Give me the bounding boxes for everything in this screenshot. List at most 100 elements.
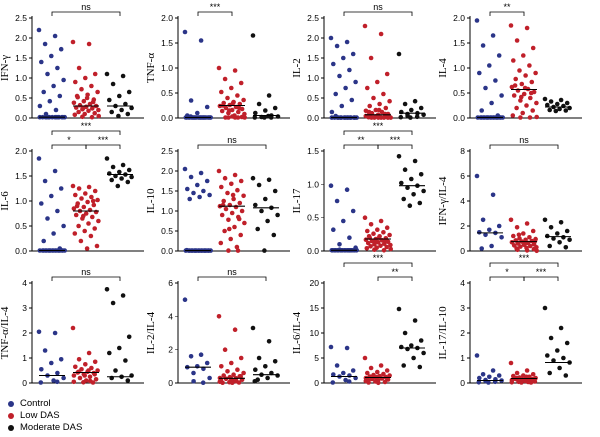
data-point [411, 192, 416, 197]
y-tick-label: 5 [314, 353, 319, 363]
panel-10: 0 2 4 6 IL-2/IL-4 ns [145, 267, 290, 388]
y-tick-label: 0.0 [15, 113, 27, 123]
data-point [95, 89, 100, 95]
data-point [376, 107, 382, 113]
data-point [55, 370, 60, 376]
data-point [396, 306, 402, 312]
data-point [564, 228, 570, 234]
data-point [548, 335, 554, 341]
data-point [366, 380, 371, 385]
data-point [421, 188, 426, 194]
significance-bracket [343, 11, 413, 16]
panel-8: 0 2 4 6 8 IFN-γ/IL-4 ns [437, 135, 582, 256]
data-point [92, 110, 97, 116]
y-tick-label: 0.0 [307, 113, 319, 123]
legend-marker [8, 425, 14, 431]
data-point [346, 379, 352, 384]
data-point [125, 378, 131, 383]
data-point [373, 107, 379, 113]
data-point [61, 223, 66, 229]
y-tick-label: 1.5 [307, 146, 319, 156]
data-point [39, 367, 44, 372]
data-point [92, 359, 98, 365]
y-tick-label: 4 [22, 278, 27, 288]
data-point [368, 365, 374, 371]
data-point [76, 186, 82, 191]
data-point [76, 65, 82, 71]
data-point [239, 208, 245, 214]
data-point [524, 221, 530, 226]
data-point [42, 348, 48, 353]
y-tick-label: 0.5 [15, 93, 27, 103]
data-point [123, 101, 128, 107]
significance-label: *** [210, 2, 221, 12]
data-point [228, 236, 233, 242]
data-point [388, 246, 394, 252]
data-point [533, 70, 538, 76]
data-point [70, 183, 76, 189]
data-point [388, 115, 394, 120]
data-point [563, 373, 569, 378]
data-point [508, 23, 514, 28]
significance-bracket [343, 144, 379, 149]
data-point [71, 206, 77, 211]
data-point [225, 190, 230, 196]
data-point [387, 98, 392, 104]
data-point [250, 33, 256, 38]
data-point [496, 373, 502, 378]
data-point [117, 93, 122, 99]
data-point [534, 100, 539, 106]
data-point [373, 239, 378, 244]
panel-1: 0.0 0.5 1.0 1.5 2.0 2.5 IFN-γ ns [0, 2, 144, 123]
data-point [93, 209, 99, 215]
data-point [328, 344, 334, 350]
data-point [347, 373, 352, 378]
significance-bracket [85, 144, 121, 149]
data-point [253, 110, 258, 116]
data-point [72, 231, 78, 236]
data-point [412, 158, 418, 164]
data-point [521, 53, 526, 58]
data-point [71, 100, 77, 106]
data-point [216, 168, 222, 174]
data-point [188, 174, 194, 180]
data-point [266, 177, 272, 183]
data-point [567, 237, 572, 243]
data-point [51, 231, 56, 236]
data-point [117, 169, 122, 175]
data-point [92, 71, 98, 77]
y-tick-label: 1.0 [15, 196, 27, 206]
data-point [480, 217, 486, 223]
y-tick-label: 4 [168, 311, 173, 321]
y-axis [467, 281, 582, 384]
data-point [84, 246, 90, 251]
data-point [388, 242, 393, 248]
significance-bracket [51, 130, 121, 135]
data-point [532, 238, 538, 244]
data-point [514, 225, 520, 230]
data-point [530, 45, 536, 51]
data-point [551, 358, 556, 363]
data-point [398, 114, 404, 120]
data-point [81, 105, 86, 111]
y-tick-label: 4 [460, 278, 465, 288]
data-point [514, 105, 519, 111]
data-point [222, 76, 228, 82]
legend-label: Control [20, 398, 51, 409]
y-tick-label: 1.5 [15, 171, 27, 181]
significance-label: *** [536, 267, 547, 277]
data-point [234, 244, 240, 250]
data-point [408, 115, 413, 120]
data-point [232, 68, 238, 73]
data-point [414, 114, 420, 120]
data-point [227, 226, 232, 232]
significance-label: ns [81, 2, 91, 12]
data-point [407, 203, 413, 208]
significance-label: *** [519, 253, 530, 263]
data-point [95, 197, 100, 203]
data-point [110, 300, 116, 306]
y-tick-label: 8 [460, 146, 465, 156]
significance-label: ** [357, 135, 365, 145]
data-point [328, 35, 334, 41]
y-tick-label: 6 [460, 171, 465, 181]
